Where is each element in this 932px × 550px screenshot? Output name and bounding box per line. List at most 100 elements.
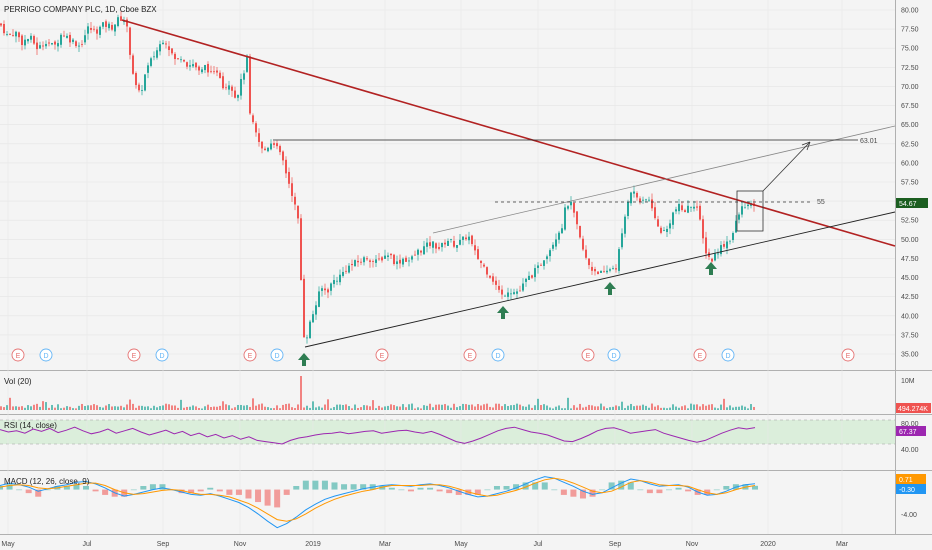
volume-bar	[402, 404, 404, 410]
volume-bar	[162, 405, 164, 410]
candle-body	[363, 257, 365, 263]
volume-bar	[714, 407, 716, 410]
candle-body	[591, 266, 593, 271]
volume-bar	[0, 406, 2, 410]
candle-body	[369, 260, 371, 262]
candle-body	[549, 250, 551, 257]
volume-bar	[705, 405, 707, 410]
volume-bar	[60, 408, 62, 410]
channel-resistance-line[interactable]	[432, 125, 896, 234]
candle-body	[666, 228, 668, 233]
candle-body	[333, 280, 335, 285]
macd-histogram-bar	[149, 484, 156, 490]
candle-body	[492, 276, 494, 282]
earnings-marker: E	[586, 353, 591, 360]
volume-bar	[45, 402, 47, 410]
event-marker-circle	[243, 348, 257, 362]
candle-body	[429, 242, 431, 246]
candle-body	[168, 46, 170, 51]
candle-body	[621, 233, 623, 248]
support-arrow-3	[604, 282, 616, 295]
volume-bar	[288, 403, 290, 410]
volume-bar	[438, 404, 440, 410]
candle-body	[33, 36, 35, 44]
volume-bar	[384, 406, 386, 410]
volume-bar	[57, 404, 59, 410]
candle-body	[9, 34, 11, 35]
signal-line	[0, 477, 756, 522]
volume-bar	[117, 406, 119, 410]
macd-histogram-bar	[599, 489, 606, 491]
candle-body	[468, 236, 470, 241]
candle-body	[402, 258, 404, 265]
volume-bar	[39, 406, 41, 410]
volume-bar	[249, 406, 251, 410]
breakout-box[interactable]	[736, 190, 764, 232]
candle-body	[126, 19, 128, 27]
macd-histogram-bar	[0, 486, 3, 490]
macd-histogram-bar	[63, 486, 70, 490]
macd-histogram-bar	[723, 486, 730, 490]
volume-bar	[285, 403, 287, 410]
rsi-band	[0, 420, 895, 444]
volume-bar	[147, 406, 149, 410]
volume-bar	[192, 405, 194, 410]
volume-last-value: 494.274K	[898, 406, 928, 413]
volume-bar	[738, 406, 740, 410]
candle-body	[507, 292, 509, 297]
volume-bar	[144, 406, 146, 410]
candle-body	[99, 26, 101, 35]
candle-body	[309, 321, 311, 339]
candle-body	[561, 228, 563, 234]
channel-support-line[interactable]	[304, 211, 896, 348]
candle-body	[18, 32, 20, 38]
candle-body	[390, 253, 392, 256]
candle-body	[24, 39, 26, 46]
candle-body	[345, 270, 347, 272]
candle-body	[411, 256, 413, 260]
candle-body	[441, 242, 443, 248]
macd-histogram-bar	[255, 489, 262, 503]
projection-arrow[interactable]	[762, 141, 811, 192]
candle-body	[597, 271, 599, 275]
candle-body	[510, 293, 512, 295]
candle-body	[240, 79, 242, 96]
volume-bar	[615, 405, 617, 410]
macd-histogram-bar	[427, 487, 434, 490]
candle-body	[189, 65, 191, 67]
candle-body	[312, 314, 314, 323]
volume-bar	[297, 404, 299, 410]
volume-bar	[75, 408, 77, 410]
volume-bar	[666, 408, 668, 410]
candle-body	[156, 50, 158, 58]
candle-body	[618, 249, 620, 271]
candle-body	[246, 55, 248, 72]
candle-body	[108, 23, 110, 29]
candle-body	[84, 35, 86, 43]
volume-bar	[426, 405, 428, 410]
dividend-marker: D	[611, 353, 616, 360]
candle-body	[705, 237, 707, 254]
candle-body	[570, 201, 572, 206]
volume-bar	[243, 405, 245, 410]
macd-histogram-bar	[589, 489, 596, 497]
volume-bar	[585, 406, 587, 410]
candle-body	[657, 219, 659, 227]
candle-body	[648, 199, 650, 201]
volume-bar	[126, 404, 128, 410]
volume-bar	[18, 406, 20, 410]
volume-bar	[465, 404, 467, 410]
candle-body	[663, 230, 665, 232]
candle-body	[12, 35, 14, 36]
candle-body	[501, 289, 503, 295]
candle-body	[729, 240, 731, 242]
event-marker-circle	[375, 348, 389, 362]
candle-body	[51, 43, 53, 45]
price-axis-tick: 62.50	[901, 141, 919, 148]
candle-body	[366, 258, 368, 260]
volume-bar	[414, 408, 416, 410]
candle-body	[516, 291, 518, 294]
volume-bar	[642, 404, 644, 410]
descending-trendline[interactable]	[121, 19, 896, 247]
